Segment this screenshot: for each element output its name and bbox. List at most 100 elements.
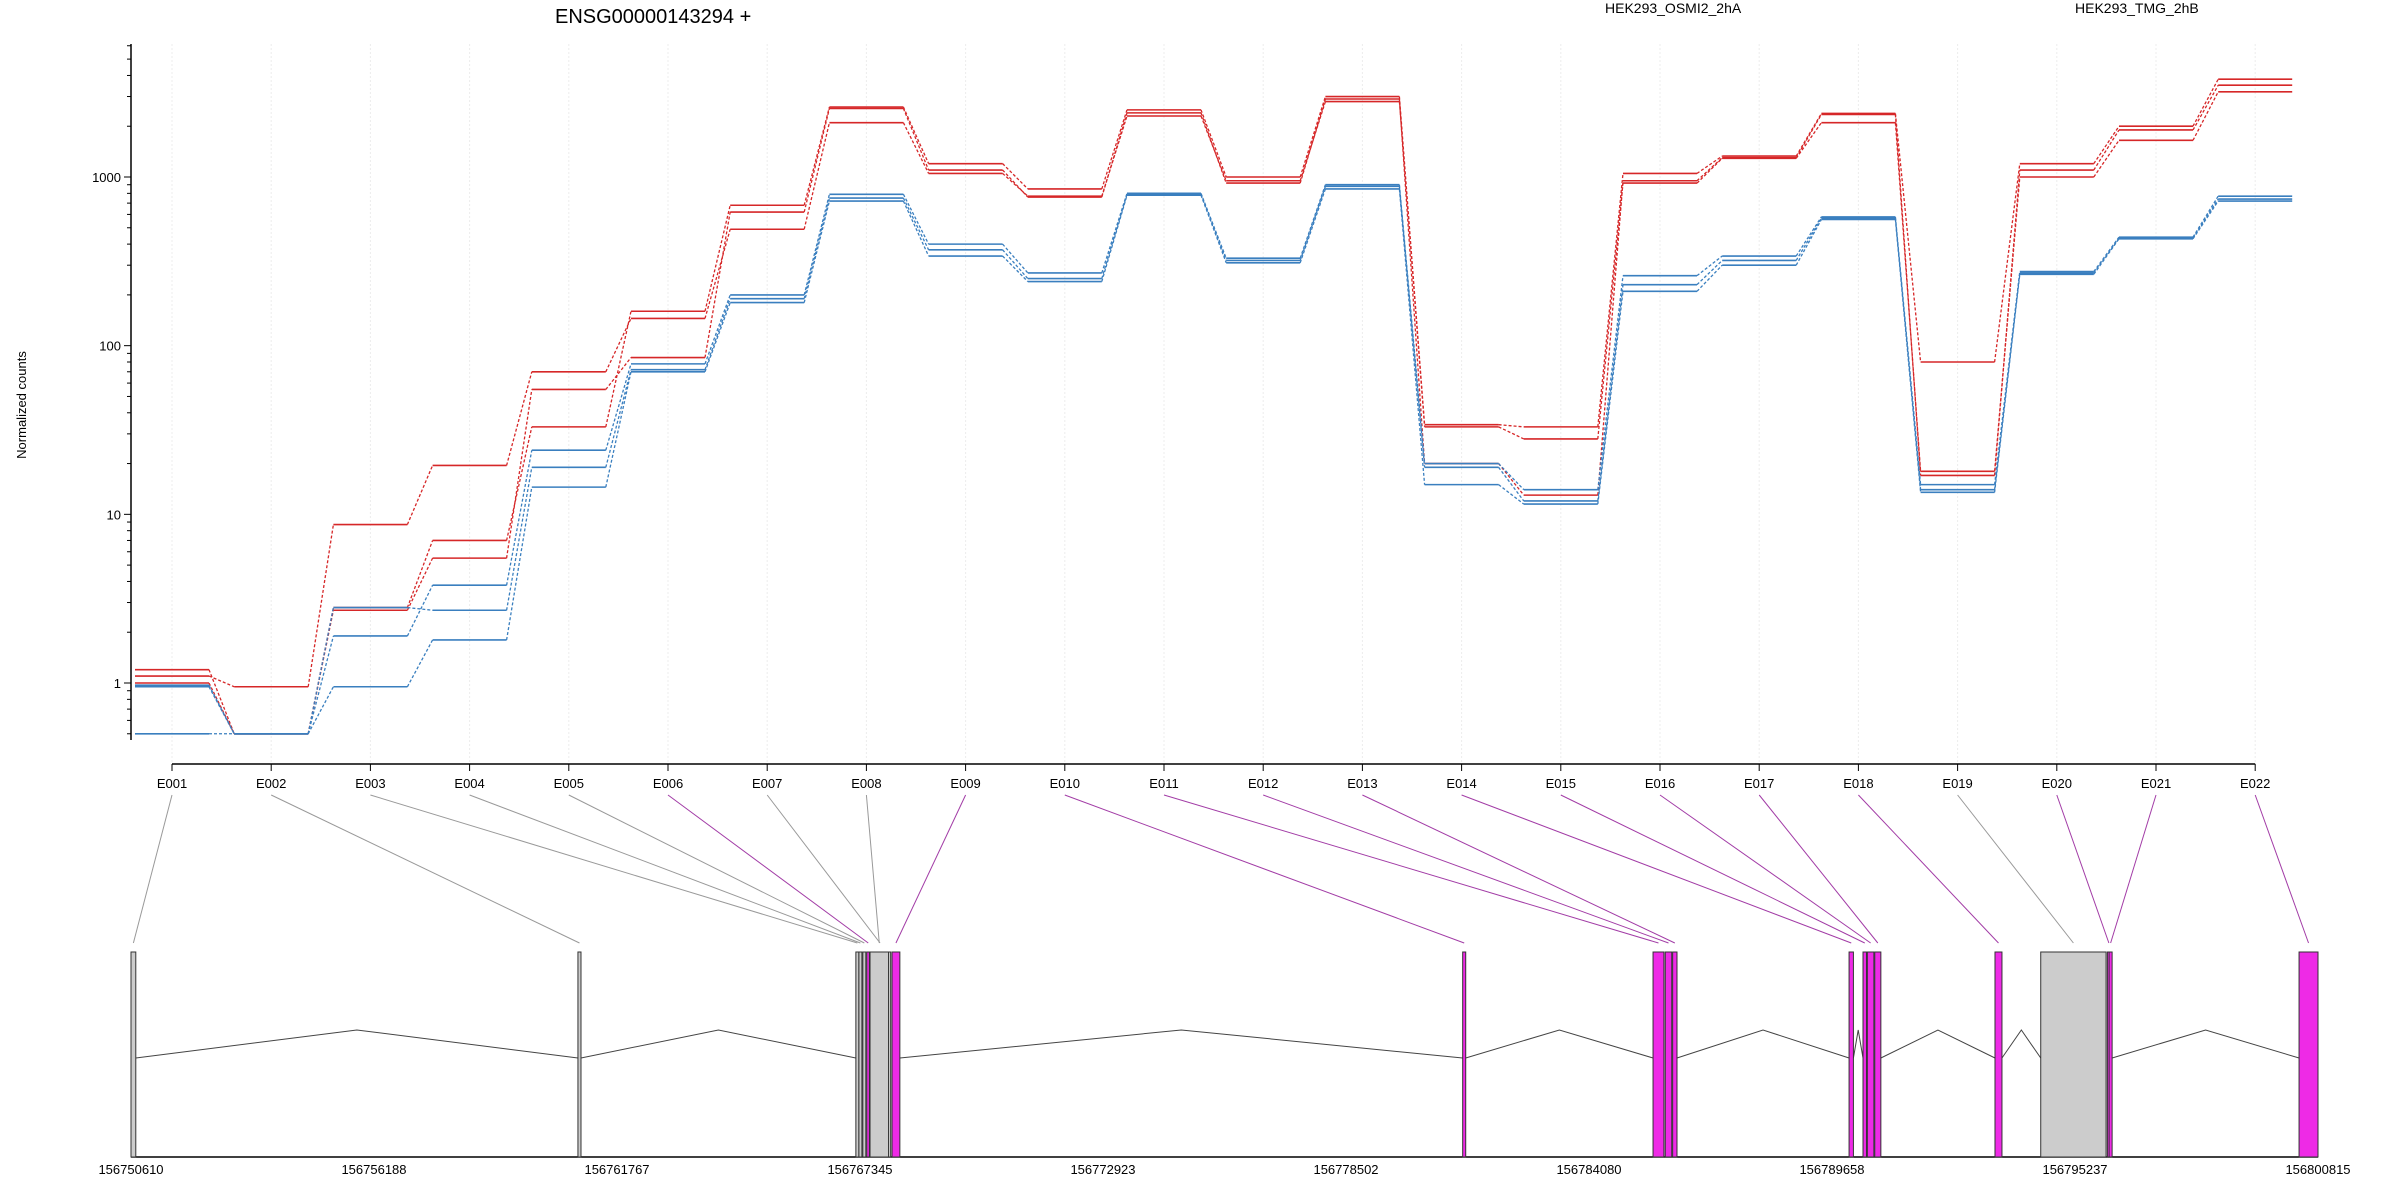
count-connector: [1795, 217, 1822, 261]
count-connector: [1597, 284, 1624, 502]
count-connector: [1200, 109, 1227, 178]
exon-block: [1652, 951, 1665, 1158]
series-0: [135, 78, 2293, 735]
x-tick-label: E016: [1645, 776, 1675, 791]
count-connector: [505, 389, 533, 559]
count-connector: [1894, 122, 1922, 472]
count-connector: [1597, 275, 1624, 490]
exon-connector: [469, 794, 861, 944]
count-connector: [406, 584, 434, 637]
exon-connector: [1560, 794, 1865, 944]
count-connector: [704, 205, 731, 312]
x-axis: E001 E002 E003 E004 E005 E006 E007 E008 E009 E010…: [157, 763, 2270, 791]
exon-connector: [1163, 794, 1659, 944]
x-tick-label: E009: [950, 776, 980, 791]
count-connector: [307, 607, 335, 734]
exon-connector: [667, 794, 869, 944]
chart-title: ENSG00000143294 +: [555, 6, 751, 28]
x-tick-label: E017: [1744, 776, 1774, 791]
count-connector: [803, 197, 831, 299]
x-tick-label: E011: [1149, 776, 1178, 791]
count-connector: [605, 318, 632, 373]
count-connector: [1398, 186, 1426, 468]
exon-connector: [1362, 794, 1676, 944]
exon-connector: [132, 794, 173, 944]
series-3: [135, 183, 2293, 735]
count-connector: [2093, 139, 2120, 178]
exon-connector: [2254, 794, 2309, 944]
exon-block: [869, 951, 890, 1158]
x-tick-label: E015: [1546, 776, 1576, 791]
count-connector: [902, 122, 930, 174]
y-axis-label: Normalized counts: [14, 351, 29, 459]
x-tick-label: E006: [653, 776, 683, 791]
series-1: [135, 90, 2293, 688]
count-connector: [307, 686, 334, 735]
count-connector: [505, 426, 533, 541]
count-connector: [1795, 114, 1822, 159]
y-tick-label: 10: [107, 507, 121, 522]
exon-connector: [2056, 794, 2110, 944]
intron: [1880, 1029, 1996, 1059]
exon-connector: [270, 794, 580, 944]
exon-connector: [568, 794, 865, 944]
x-tick-label: E012: [1248, 776, 1278, 791]
x-tick-label: E021: [2141, 776, 2171, 791]
count-connector: [1993, 169, 2021, 476]
exon-block: [577, 951, 582, 1158]
count-connector: [1696, 155, 1723, 174]
count-connector: [704, 229, 731, 319]
count-connector: [1002, 249, 1029, 279]
count-connector: [1696, 157, 1723, 184]
exon-block: [1862, 951, 1867, 1158]
exon-block: [1866, 951, 1875, 1158]
legend-entry-tmg: HEK293_TMG_2hB: [2075, 0, 2199, 16]
exon-connector: [1858, 794, 1999, 944]
count-connector: [208, 669, 235, 735]
exon-block: [2298, 951, 2319, 1158]
count-connector: [1993, 272, 2021, 490]
y-tick-label: 1: [114, 676, 121, 691]
count-connector: [1696, 264, 1723, 292]
x-tick-label: E005: [554, 776, 584, 791]
count-connector: [1200, 194, 1227, 261]
count-connector: [2093, 129, 2120, 171]
series-2: [135, 84, 2293, 735]
x-tick-label: E019: [1942, 776, 1972, 791]
count-connector: [1894, 114, 1922, 476]
count-connector: [1795, 113, 1822, 157]
exon-block: [1664, 951, 1673, 1158]
count-connector: [307, 524, 335, 687]
x-tick-label: E013: [1347, 776, 1377, 791]
exon-block: [1462, 951, 1467, 1158]
count-connector: [1101, 109, 1128, 190]
count-connector: [307, 607, 335, 734]
count-connector: [2192, 91, 2219, 141]
y-axis: 1 10 100 1000: [92, 44, 132, 740]
count-connector: [1299, 184, 1327, 259]
count-connector: [1398, 101, 1426, 427]
coordinate-tick-label: 156767345: [827, 1162, 892, 1177]
exon-connector: [1461, 794, 1852, 944]
count-connector: [605, 357, 632, 390]
exon-connector: [1263, 794, 1669, 944]
series-4: [135, 188, 2293, 735]
count-connector: [1498, 424, 1524, 428]
count-connector: [1696, 157, 1723, 182]
count-connector: [1795, 219, 1822, 266]
count-connector: [407, 606, 433, 611]
count-connector: [803, 122, 831, 230]
coordinate-tick-label: 156778502: [1313, 1162, 1378, 1177]
series-5: [135, 185, 2293, 735]
coordinate-tick-label: 156756188: [341, 1162, 406, 1177]
count-connector: [1597, 173, 1624, 427]
count-connector: [704, 298, 731, 370]
count-connector: [2192, 198, 2219, 239]
count-connector: [406, 540, 434, 608]
exon-connector: [865, 794, 880, 944]
x-tick-label: E001: [157, 776, 187, 791]
coordinate-tick-label: 156795237: [2042, 1162, 2107, 1177]
count-connector: [1498, 463, 1525, 491]
count-connector: [803, 200, 831, 303]
count-connector: [1002, 243, 1029, 274]
